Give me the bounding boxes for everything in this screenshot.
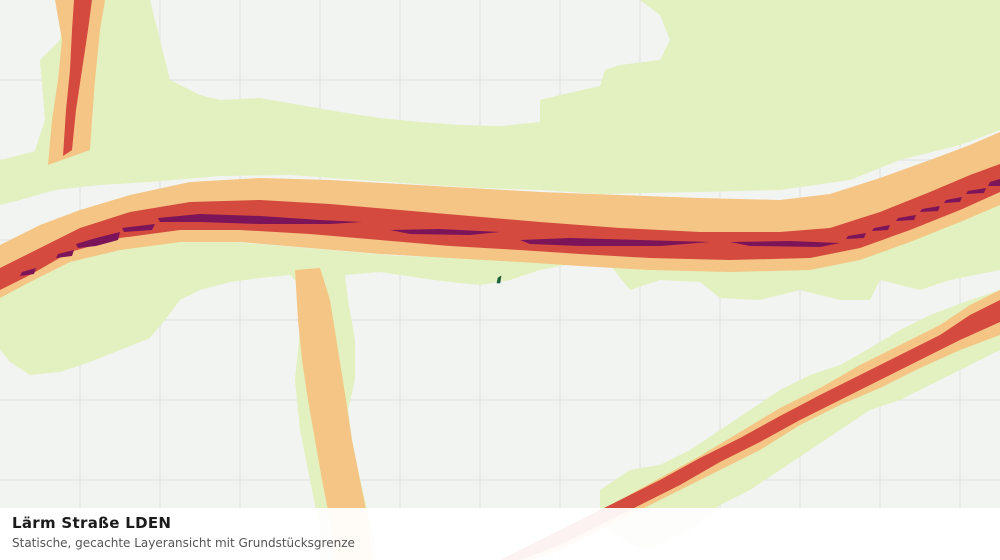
parcel-boundary (496, 275, 502, 284)
noise-zone-4 (20, 179, 1000, 276)
layer-info-panel: Lärm Straße LDEN Statische, gecachte Lay… (0, 508, 1000, 560)
layer-subtitle: Statische, gecachte Layeransicht mit Gru… (12, 536, 355, 550)
layer-title: Lärm Straße LDEN (12, 514, 172, 532)
